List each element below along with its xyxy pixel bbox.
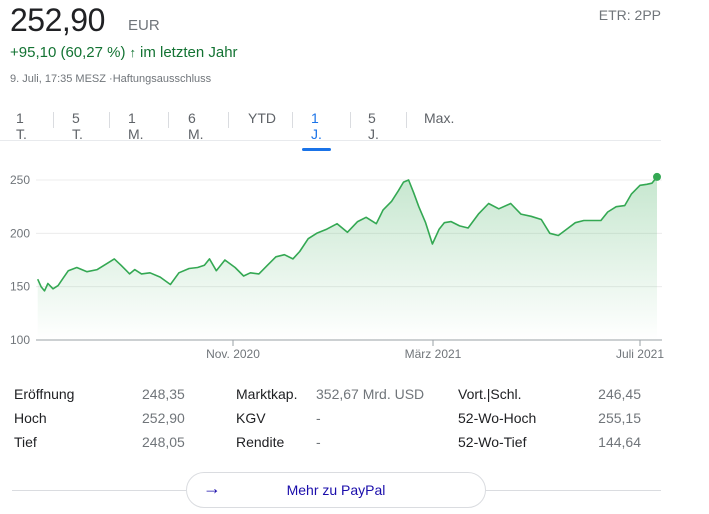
price-chart[interactable]: 250 200 150 100 Nov. 2020 März 2021 Juli 2021 — [0, 150, 709, 365]
more-about-label: Mehr zu PayPal — [286, 482, 386, 498]
y-tick-label: 150 — [10, 280, 30, 294]
tab-separator — [168, 112, 169, 128]
stat-label: Hoch — [14, 410, 47, 426]
stat-value: - — [316, 434, 321, 450]
stat-label: KGV — [236, 410, 266, 426]
stat-label: 52-Wo-Tief — [458, 434, 527, 450]
tab-5-years[interactable]: 5 J. — [368, 110, 379, 142]
stat-value: 248,05 — [142, 434, 185, 450]
stat-value: 255,15 — [598, 410, 641, 426]
stat-label: 52-Wo-Hoch — [458, 410, 537, 426]
tab-separator — [406, 112, 407, 128]
stat-high: Hoch 252,90 — [14, 410, 185, 426]
stat-label: Vort.|Schl. — [458, 386, 522, 402]
tab-1-day[interactable]: 1 T. — [16, 110, 27, 142]
stat-pe-ratio: KGV - — [236, 410, 321, 426]
stat-52w-high: 52-Wo-Hoch 255,15 — [458, 410, 641, 426]
stat-value: 248,35 — [142, 386, 185, 402]
tab-separator — [350, 112, 351, 128]
arrow-right-icon: → — [203, 478, 221, 498]
stock-price: 252,90 — [10, 2, 105, 38]
tab-separator — [109, 112, 110, 128]
tab-max[interactable]: Max. — [424, 110, 455, 126]
stat-label: Tief — [14, 434, 37, 450]
more-about-button[interactable]: → Mehr zu PayPal — [186, 472, 486, 508]
tab-ytd[interactable]: YTD — [248, 110, 276, 126]
quote-timestamp: 9. Juli, 17:35 MESZ ·Haftungsausschluss — [10, 73, 212, 85]
last-price-dot — [653, 172, 661, 181]
tab-separator — [292, 112, 293, 128]
tabs-divider — [0, 140, 661, 141]
price-change: +95,10 (60,27 %) ↑ im letzten Jahr — [10, 44, 238, 61]
stat-open: Eröffnung 248,35 — [14, 386, 185, 402]
x-tick-label: Nov. 2020 — [206, 347, 260, 361]
stat-value: 246,45 — [598, 386, 641, 402]
tab-1-month[interactable]: 1 M. — [128, 110, 144, 142]
change-value: +95,10 (60,27 %) — [10, 44, 126, 61]
change-period: im letzten Jahr — [140, 44, 238, 61]
stat-value: 252,90 — [142, 410, 185, 426]
x-tick-label: März 2021 — [405, 347, 462, 361]
stat-market-cap: Marktkap. 352,67 Mrd. USD — [236, 386, 424, 402]
arrow-up-icon: ↑ — [129, 45, 137, 60]
tab-1-year[interactable]: 1 J. — [302, 104, 331, 151]
stat-label: Marktkap. — [236, 386, 298, 402]
stat-value: 144,64 — [598, 434, 641, 450]
price-line — [36, 176, 658, 292]
stat-prev-close: Vort.|Schl. 246,45 — [458, 386, 641, 402]
stat-value: 352,67 Mrd. USD — [316, 386, 425, 402]
y-tick-label: 100 — [10, 333, 30, 347]
stat-low: Tief 248,05 — [14, 434, 185, 450]
tab-6-months[interactable]: 6 M. — [188, 110, 204, 142]
y-tick-label: 250 — [10, 173, 30, 187]
stat-label: Eröffnung — [14, 386, 75, 402]
x-tick-label: Juli 2021 — [616, 347, 664, 361]
stat-yield: Rendite - — [236, 434, 321, 450]
tab-separator — [228, 112, 229, 128]
y-tick-label: 200 — [10, 226, 30, 240]
exchange-ticker: ETR: 2PP — [598, 7, 661, 23]
tab-5-days[interactable]: 5 T. — [72, 110, 83, 142]
stat-value: - — [316, 410, 321, 426]
tab-separator — [53, 112, 54, 128]
price-area-fill — [37, 176, 657, 340]
stat-label: Rendite — [236, 434, 285, 450]
stat-52w-low: 52-Wo-Tief 144,64 — [458, 434, 641, 450]
currency-label: EUR — [128, 17, 160, 34]
